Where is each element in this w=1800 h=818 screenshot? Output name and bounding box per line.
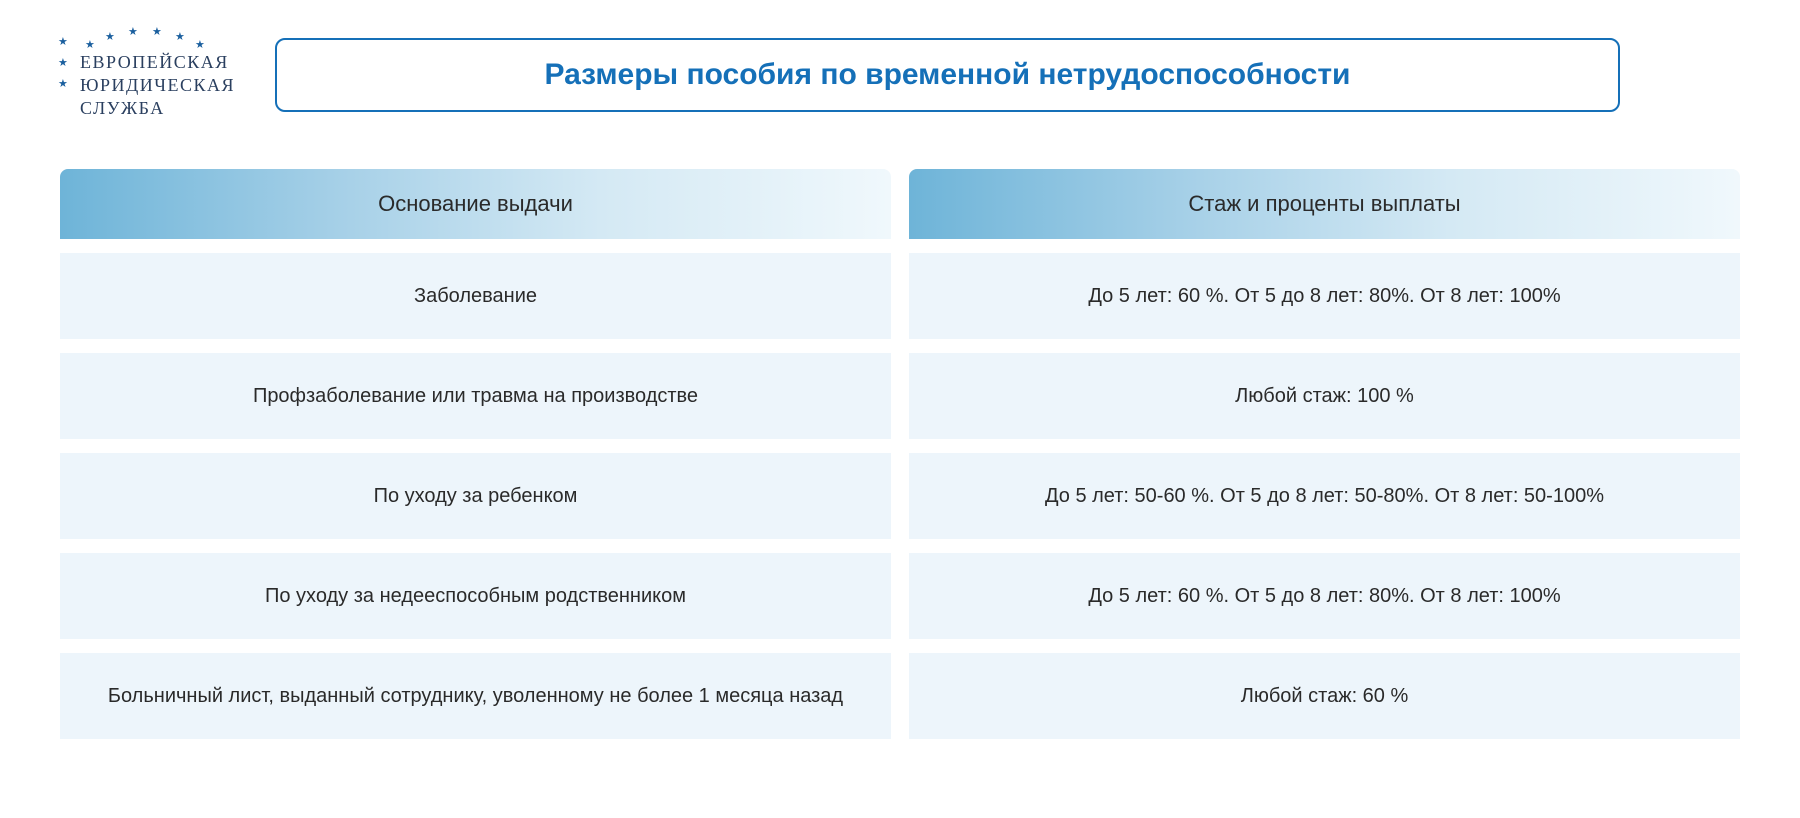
star-icon: ★ [85, 38, 95, 51]
title-box: Размеры пособия по временной нетрудоспос… [275, 38, 1620, 112]
column-header-percent: Стаж и проценты выплаты [909, 169, 1740, 239]
star-icon: ★ [105, 30, 115, 43]
table-cell-percent: Любой стаж: 100 % [909, 353, 1740, 439]
table-cell-basis: Заболевание [60, 253, 891, 339]
star-icon: ★ [175, 30, 185, 43]
table-cell-percent: До 5 лет: 60 %. От 5 до 8 лет: 80%. От 8… [909, 253, 1740, 339]
logo-side-stars: ★ ★ ★ [58, 35, 68, 90]
logo: ★ ★ ★ ★ ★ ★ ★ ★ ★ ЕВРОПЕЙСКАЯ ЮРИДИЧЕСКА… [60, 30, 235, 119]
star-icon: ★ [152, 25, 162, 38]
star-icon: ★ [128, 25, 138, 38]
table-cell-percent: До 5 лет: 50-60 %. От 5 до 8 лет: 50-80%… [909, 453, 1740, 539]
star-icon: ★ [58, 77, 68, 90]
page-title: Размеры пособия по временной нетрудоспос… [317, 58, 1578, 92]
logo-line-2: ЮРИДИЧЕСКАЯ [80, 75, 235, 96]
table-cell-percent: Любой стаж: 60 % [909, 653, 1740, 739]
column-header-basis: Основание выдачи [60, 169, 891, 239]
star-icon: ★ [58, 35, 68, 48]
table-cell-percent: До 5 лет: 60 %. От 5 до 8 лет: 80%. От 8… [909, 553, 1740, 639]
logo-line-3: СЛУЖБА [80, 98, 235, 119]
table-cell-basis: Профзаболевание или травма на производст… [60, 353, 891, 439]
star-icon: ★ [58, 56, 68, 69]
table-cell-basis: По уходу за ребенком [60, 453, 891, 539]
benefit-table: Основание выдачи Стаж и проценты выплаты… [60, 169, 1740, 739]
table-cell-basis: По уходу за недееспособным родственником [60, 553, 891, 639]
logo-stars-arc: ★ ★ ★ ★ ★ ★ [80, 30, 220, 50]
table-cell-basis: Больничный лист, выданный сотруднику, ув… [60, 653, 891, 739]
logo-line-1: ЕВРОПЕЙСКАЯ [80, 52, 235, 73]
star-icon: ★ [195, 38, 205, 51]
header-row: ★ ★ ★ ★ ★ ★ ★ ★ ★ ЕВРОПЕЙСКАЯ ЮРИДИЧЕСКА… [60, 30, 1740, 119]
